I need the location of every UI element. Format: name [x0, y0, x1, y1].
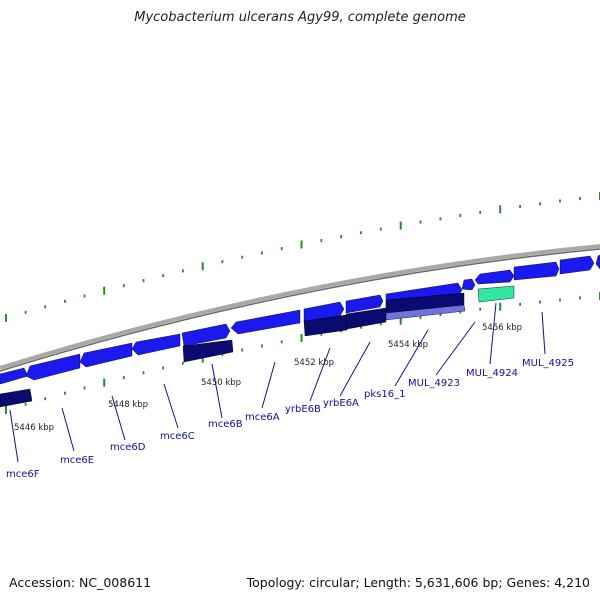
gene-arrow[interactable]: [474, 269, 515, 285]
forward-gene-row: [0, 254, 600, 385]
gene-label-mce6E[interactable]: mce6E: [60, 455, 94, 466]
outer-tick-row: [5, 192, 600, 322]
gene-arrow[interactable]: [559, 255, 595, 275]
gene-label-MUL_4925[interactable]: MUL_4925: [522, 358, 574, 369]
gene-block[interactable]: [303, 314, 348, 337]
kbp-label-layer: 5446 kbp 5448 kbp 5450 kbp 5452 kbp 5454…: [14, 323, 522, 433]
gene-label-mce6C[interactable]: mce6C: [160, 431, 195, 442]
pseudo-gene-block[interactable]: [385, 304, 466, 321]
kbp-label: 5448 kbp: [108, 400, 148, 410]
kbp-label: 5450 kbp: [201, 378, 241, 388]
gene-label-yrbE6B[interactable]: yrbE6B: [285, 404, 321, 415]
gene-label-mce6A[interactable]: mce6A: [245, 412, 280, 423]
gene-arrow[interactable]: [461, 278, 476, 291]
gene-label-mce6F[interactable]: mce6F: [6, 469, 40, 480]
gene-block[interactable]: [0, 388, 33, 408]
kbp-label: 5454 kbp: [388, 340, 428, 350]
gene-label-mce6D[interactable]: mce6D: [110, 442, 146, 453]
gene-arrow[interactable]: [79, 342, 133, 368]
gene-arrow[interactable]: [230, 309, 301, 335]
reverse-gene-row: [0, 285, 515, 408]
gene-leader-lines: [9, 302, 546, 463]
gene-arrow[interactable]: [181, 323, 231, 347]
gene-arrow[interactable]: [513, 261, 560, 281]
gene-label-MUL_4924[interactable]: MUL_4924: [466, 368, 518, 379]
gene-block[interactable]: [182, 339, 234, 363]
kbp-label: 5446 kbp: [14, 423, 54, 433]
kbp-label: 5452 kbp: [294, 358, 334, 368]
gene-arrow[interactable]: [0, 367, 29, 385]
gene-arrow[interactable]: [345, 294, 384, 314]
genome-backbone-shadow: [0, 248, 600, 372]
inner-tick-row: [5, 292, 600, 414]
gene-block[interactable]: [345, 307, 387, 330]
map-title: Mycobacterium ulcerans Agy99, complete g…: [134, 10, 466, 25]
gene-arrow[interactable]: [595, 254, 600, 270]
accession-text: Accession: NC_008611: [9, 575, 152, 590]
gene-arrow[interactable]: [131, 333, 181, 356]
other-feature-block[interactable]: [477, 285, 515, 303]
kbp-label: 5456 kbp: [482, 323, 522, 333]
gene-label-layer: mce6F mce6E mce6D mce6C mce6B mce6A yrbE…: [6, 358, 574, 480]
gene-label-MUL_4923[interactable]: MUL_4923: [408, 378, 460, 389]
gene-label-pks16_1[interactable]: pks16_1: [364, 389, 405, 400]
genome-backbone: [0, 244, 600, 370]
gene-label-mce6B[interactable]: mce6B: [208, 419, 243, 430]
topology-text: Topology: circular; Length: 5,631,606 bp…: [246, 575, 590, 590]
gene-arrow[interactable]: [25, 353, 81, 381]
gene-label-yrbE6A[interactable]: yrbE6A: [323, 398, 359, 409]
